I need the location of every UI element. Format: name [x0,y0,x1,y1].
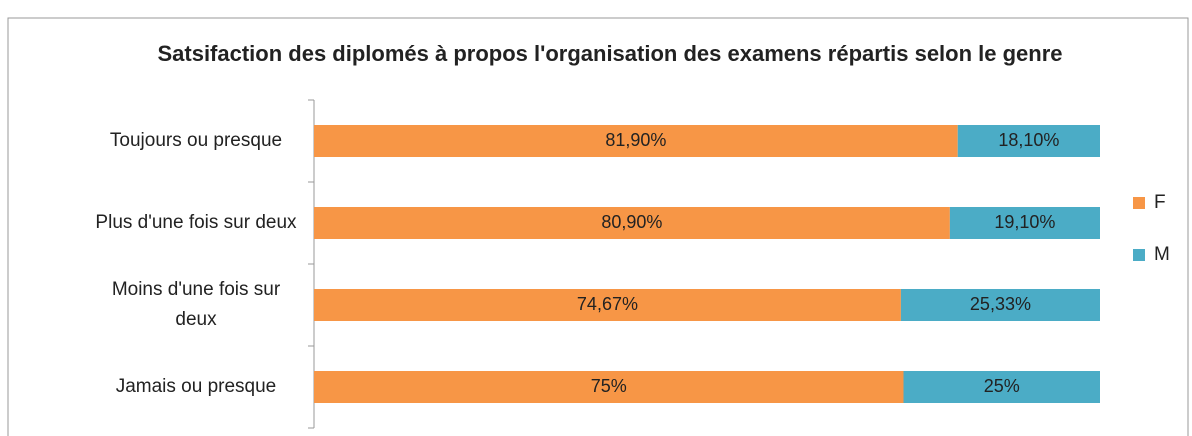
bar-segment [314,371,904,403]
y-tick-label: Plus d'une fois sur deux [95,212,297,233]
bar-segment [957,125,1100,157]
bar-segment [900,289,1100,321]
data-label: 81,90% [605,130,666,150]
legend-label: M [1154,244,1170,265]
bar-segment [949,207,1100,239]
data-label: 18,10% [998,130,1059,150]
legend-label: F [1154,192,1166,213]
bar-segment [314,125,958,157]
data-label: 19,10% [994,212,1055,232]
data-label: 74,67% [577,294,638,314]
bar-segment [314,289,901,321]
data-label: 25,33% [970,294,1031,314]
data-label: 25% [984,376,1020,396]
bar-segment [314,207,950,239]
legend-swatch [1133,249,1145,261]
chart-title: Satsifaction des diplomés à propos l'org… [157,41,1062,66]
y-tick-label: Moins d'une fois sur deux [112,279,281,330]
bar-segment [903,371,1100,403]
y-tick-label: Jamais ou presque [116,376,277,397]
data-label: 80,90% [601,212,662,232]
legend-swatch [1133,197,1145,209]
data-label: 75% [591,376,627,396]
y-tick-label: Toujours ou presque [110,130,282,151]
